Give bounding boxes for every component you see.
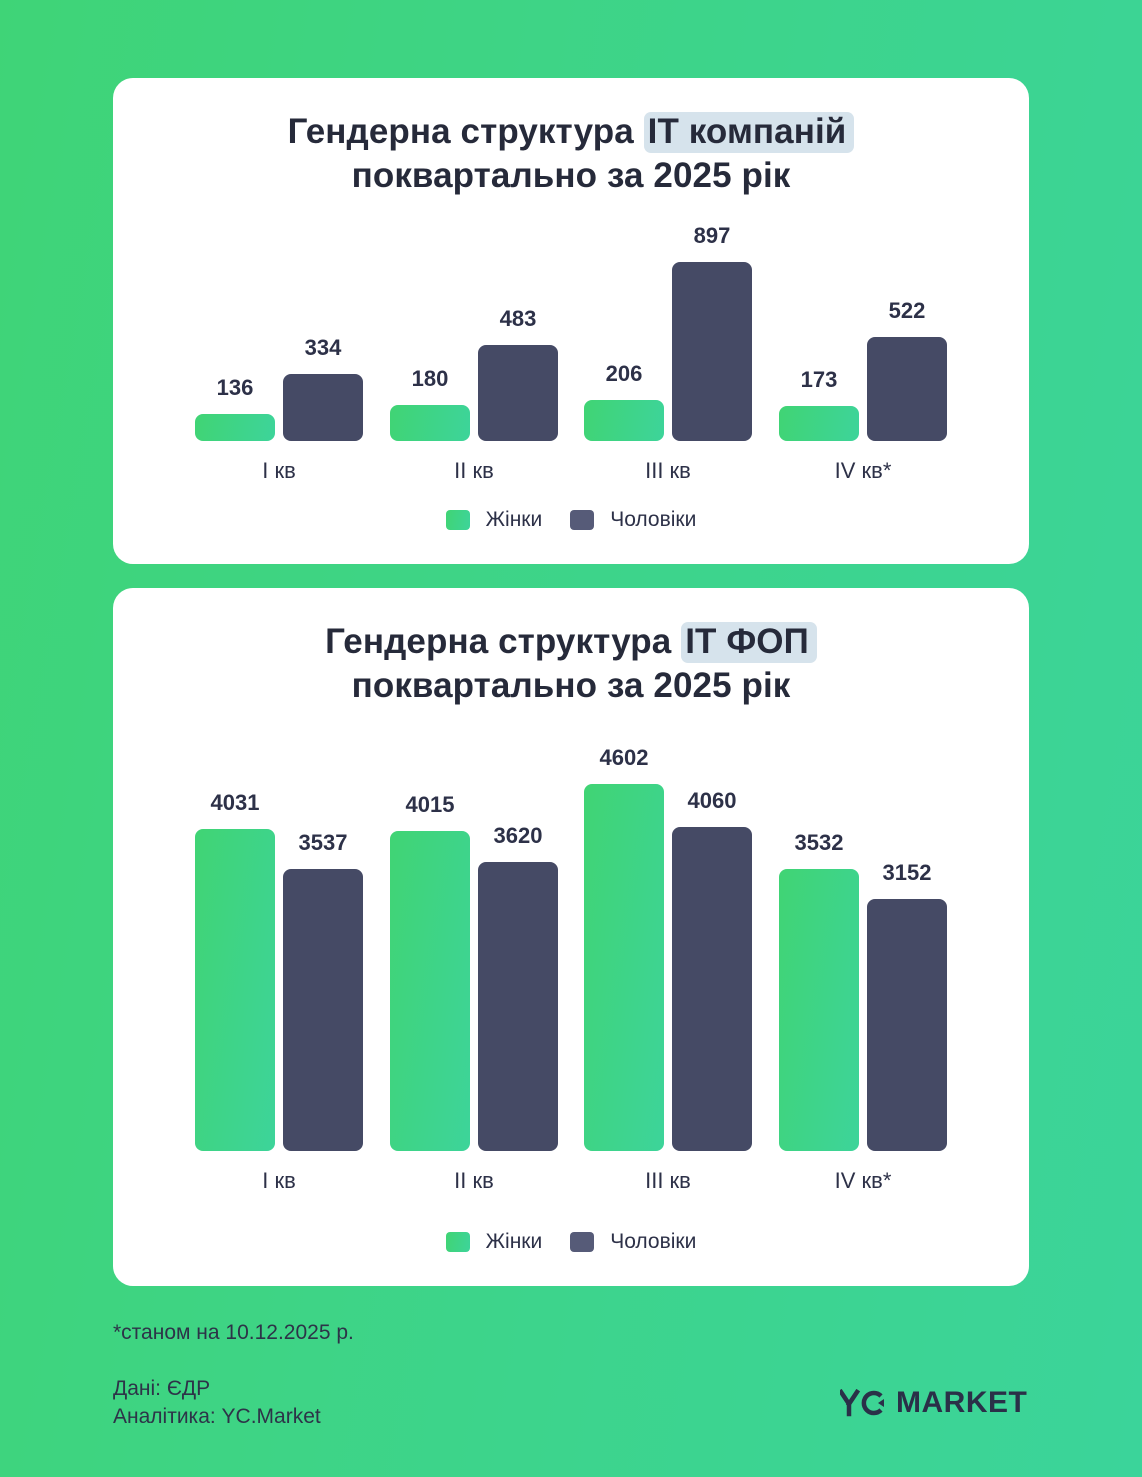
bar-men [478, 345, 558, 441]
bar-women [584, 784, 664, 1151]
legend-item-women: Жінки [445, 1230, 543, 1254]
title-subline: поквартально за 2025 рік [351, 666, 791, 705]
bar-men [283, 869, 363, 1151]
bar-value-label: 173 [800, 367, 838, 392]
analytics-credit: Аналітика: YC.Market [113, 1405, 321, 1428]
bar-men [283, 374, 363, 441]
chart-title: Гендерна структура IT компаній поквартал… [113, 110, 1029, 198]
bar-men [672, 262, 752, 441]
title-highlight: IT компаній [643, 112, 855, 153]
bar-value-label: 3152 [882, 860, 932, 885]
category-label: III кв [645, 458, 691, 483]
legend: Жінки Чоловіки [113, 1230, 1029, 1254]
yc-market-logo: MARKET [840, 1386, 1027, 1420]
chart-card-it-fop: Гендерна структура IT ФОП поквартально з… [113, 588, 1029, 1286]
legend-item-men: Чоловіки [570, 1230, 696, 1254]
category-label: IV кв* [834, 458, 892, 483]
bar-women [195, 414, 275, 441]
bar-men [478, 862, 558, 1151]
bar-women [584, 400, 664, 441]
title-text: Гендерна структура [287, 112, 644, 151]
category-label: I кв [262, 458, 296, 483]
men-swatch-icon [570, 510, 595, 530]
bar-men [867, 899, 947, 1151]
title-text: Гендерна структура [325, 622, 682, 661]
title-highlight: IT ФОП [681, 622, 817, 663]
legend-label: Чоловіки [610, 508, 697, 531]
bar-women [390, 405, 470, 441]
legend: Жінки Чоловіки [113, 508, 1029, 532]
category-label: II кв [454, 458, 494, 483]
bar-women [779, 869, 859, 1151]
women-swatch-icon [445, 510, 470, 530]
legend-label: Чоловіки [610, 1230, 697, 1253]
yc-logo-icon [840, 1389, 886, 1417]
bar-value-label: 4031 [210, 790, 260, 815]
bar-value-label: 3532 [794, 830, 844, 855]
men-swatch-icon [570, 1232, 595, 1252]
bar-value-label: 522 [888, 298, 926, 323]
category-label: IV кв* [834, 1168, 892, 1193]
legend-item-women: Жінки [445, 508, 543, 532]
bar-value-label: 4602 [599, 745, 649, 770]
bar-men [867, 337, 947, 441]
data-source: Дані: ЄДР [113, 1377, 211, 1400]
chart-card-it-companies: Гендерна структура IT компаній поквартал… [113, 78, 1029, 564]
bar-value-label: 334 [304, 335, 342, 360]
bar-value-label: 136 [216, 375, 254, 400]
bar-men [672, 827, 752, 1151]
bar-value-label: 897 [693, 223, 731, 248]
chart-title: Гендерна структура IT ФОП поквартально з… [113, 620, 1029, 708]
legend-label: Жінки [485, 508, 543, 531]
bar-women [390, 831, 470, 1151]
women-swatch-icon [445, 1232, 470, 1252]
bar-value-label: 3537 [298, 830, 348, 855]
category-label: III кв [645, 1168, 691, 1193]
bar-value-label: 4015 [405, 792, 455, 817]
bar-value-label: 180 [411, 366, 449, 391]
category-label: I кв [262, 1168, 296, 1193]
bar-women [195, 829, 275, 1151]
legend-label: Жінки [485, 1230, 543, 1253]
bar-value-label: 483 [499, 306, 537, 331]
legend-item-men: Чоловіки [570, 508, 696, 532]
category-label: II кв [454, 1168, 494, 1193]
bar-value-label: 206 [605, 361, 643, 386]
bar-value-label: 3620 [493, 823, 543, 848]
footnote: *станом на 10.12.2025 р. [113, 1321, 354, 1344]
title-subline: поквартально за 2025 рік [351, 156, 791, 195]
bar-women [779, 406, 859, 441]
logo-text: MARKET [896, 1386, 1028, 1419]
bar-value-label: 4060 [687, 788, 737, 813]
